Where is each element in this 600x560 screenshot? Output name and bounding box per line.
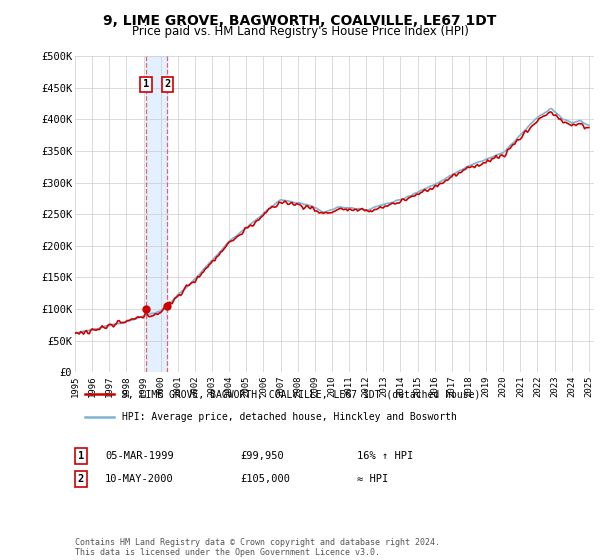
Bar [146, 56, 167, 372]
Text: ≈ HPI: ≈ HPI [357, 474, 388, 484]
Text: Contains HM Land Registry data © Crown copyright and database right 2024.
This d: Contains HM Land Registry data © Crown c… [75, 538, 440, 557]
Text: 2: 2 [78, 474, 84, 484]
Text: £105,000: £105,000 [240, 474, 290, 484]
Text: 9, LIME GROVE, BAGWORTH, COALVILLE, LE67 1DT (detached house): 9, LIME GROVE, BAGWORTH, COALVILLE, LE67… [122, 389, 480, 399]
Text: 1: 1 [143, 80, 149, 90]
Text: 9, LIME GROVE, BAGWORTH, COALVILLE, LE67 1DT: 9, LIME GROVE, BAGWORTH, COALVILLE, LE67… [103, 14, 497, 28]
Text: 05-MAR-1999: 05-MAR-1999 [105, 451, 174, 461]
Text: 1: 1 [78, 451, 84, 461]
Text: 2: 2 [164, 80, 170, 90]
Text: 10-MAY-2000: 10-MAY-2000 [105, 474, 174, 484]
Text: Price paid vs. HM Land Registry's House Price Index (HPI): Price paid vs. HM Land Registry's House … [131, 25, 469, 38]
Text: £99,950: £99,950 [240, 451, 284, 461]
Text: 16% ↑ HPI: 16% ↑ HPI [357, 451, 413, 461]
Text: HPI: Average price, detached house, Hinckley and Bosworth: HPI: Average price, detached house, Hinc… [122, 412, 457, 422]
